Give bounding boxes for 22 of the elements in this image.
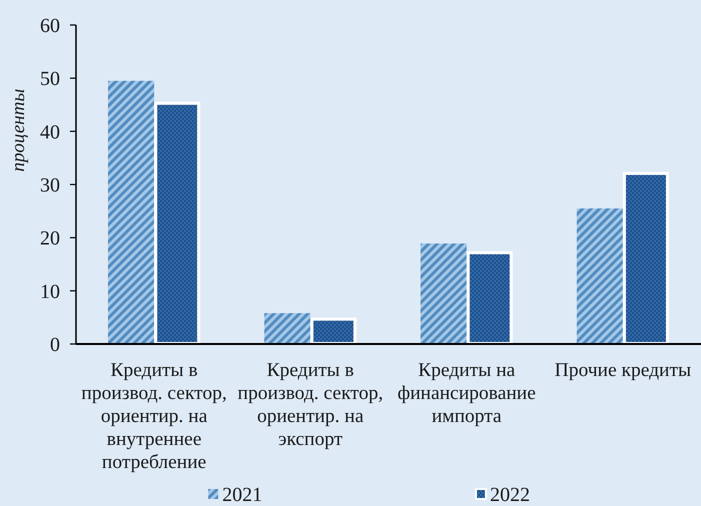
bar	[576, 208, 623, 344]
x-tick-label: Кредиты в производ. сектор, ориентир. на экспорт	[238, 360, 384, 450]
legend-label: 2021	[222, 484, 262, 506]
x-tick-label: Кредиты в производ. сектор, ориентир. на внутреннее потребление	[81, 360, 227, 473]
y-tick-label: 60	[40, 15, 60, 37]
bar	[157, 104, 198, 342]
y-axis-title: проценты	[8, 88, 29, 172]
legend-label: 2022	[490, 484, 530, 506]
bar	[420, 244, 467, 344]
y-tick-label: 20	[40, 228, 60, 250]
x-tick-label: Прочие кредиты	[554, 360, 692, 381]
y-tick-label: 50	[40, 68, 60, 90]
bar	[264, 313, 310, 344]
x-tick-label: Кредиты на финансирование импорта	[397, 360, 536, 427]
bar	[108, 80, 154, 344]
y-tick-label: 40	[40, 121, 60, 144]
bar	[313, 320, 354, 342]
y-tick-label: 0	[50, 334, 60, 356]
bar	[470, 254, 510, 342]
y-tick-label: 30	[40, 174, 60, 196]
y-tick-label: 10	[40, 280, 60, 303]
bar	[626, 174, 666, 342]
